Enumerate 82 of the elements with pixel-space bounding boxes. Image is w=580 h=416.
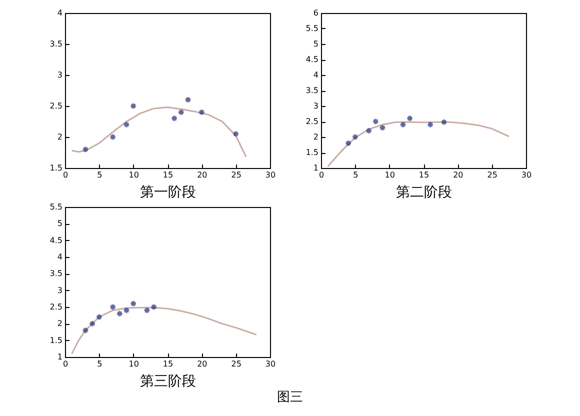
y-tick-label: 2 [313,132,318,142]
y-tick-label: 2.5 [306,117,318,126]
y-tick-label: 4.5 [50,236,62,245]
point [109,304,116,310]
point [88,320,96,328]
y-tick-label: 2.5 [50,302,62,312]
point [82,326,89,334]
x-tick-label: 10 [128,170,139,180]
point [372,118,380,125]
y-tick-label: 1.5 [306,148,318,157]
x-tick-label: 5 [97,170,102,180]
point [130,102,137,110]
point [184,96,192,104]
point [365,127,372,134]
y-tick-label: 2 [57,132,62,142]
x-tick-label: 20 [453,170,464,180]
x-tick-label: 5 [97,360,102,368]
y-tick-label: 3.5 [306,86,318,95]
x-tick-label: 10 [384,170,395,180]
point [440,118,448,126]
point [130,300,137,308]
x-axis-title: 第三阶段 [140,374,196,390]
x-axis-title: 第一阶段 [140,184,196,200]
y-tick-label: 3.5 [50,269,62,278]
y-tick-label: 2 [57,319,62,328]
y-tick-label: 4 [57,8,62,18]
point [144,306,150,314]
point [406,115,414,122]
y-tick-label: 5.5 [50,202,62,212]
point [170,115,178,122]
x-tick-label: 0 [62,360,68,368]
x-tick-label: 30 [521,170,532,180]
point [400,121,406,128]
x-tick-label: 30 [265,170,276,180]
point [178,108,185,116]
x-tick-label: 10 [128,360,139,368]
text: 图三 [276,389,304,406]
y-tick-label: 1.5 [50,336,62,345]
point [352,134,359,140]
x-tick-label: 0 [318,170,324,180]
x-tick-label: 15 [162,360,174,368]
point [344,140,352,147]
x-tick-label: 30 [265,360,276,368]
x-tick-label: 20 [197,360,208,368]
y-tick-label: 3 [57,70,62,80]
y-tick-label: 5 [57,219,62,228]
point [116,310,124,318]
point [379,124,386,132]
y-tick-label: 1 [57,352,62,362]
y-tick-label: 5 [313,40,318,48]
line-series [327,121,510,168]
point [123,121,130,128]
line-series [71,306,258,354]
y-tick-label: 4 [313,70,318,80]
y-tick-label: 5.5 [306,24,318,33]
x-tick-label: 25 [487,170,498,180]
point [198,108,206,116]
line-series [71,106,247,158]
y-tick-label: 1.5 [50,164,62,172]
y-tick-label: 4.5 [306,55,318,64]
point [109,134,116,140]
y-tick-label: 3 [57,286,62,295]
x-tick-label: 15 [162,170,174,180]
point [232,130,240,138]
y-tick-label: 2.5 [50,102,62,110]
point [150,304,158,310]
x-tick-label: 25 [231,360,242,368]
x-tick-label: 0 [62,170,68,180]
y-tick-label: 3 [313,102,318,110]
x-tick-label: 25 [231,170,242,180]
y-tick-label: 4 [57,252,62,262]
x-tick-label: 20 [197,170,208,180]
x-axis-title: 第二阶段 [396,184,452,200]
x-tick-label: 5 [353,170,358,180]
y-tick-label: 6 [313,8,318,18]
y-tick-label: 1 [313,164,318,172]
point [82,146,89,153]
x-tick-label: 15 [418,170,430,180]
point [96,314,103,320]
y-tick-label: 3.5 [50,40,62,48]
point [123,306,130,314]
point [426,121,434,128]
